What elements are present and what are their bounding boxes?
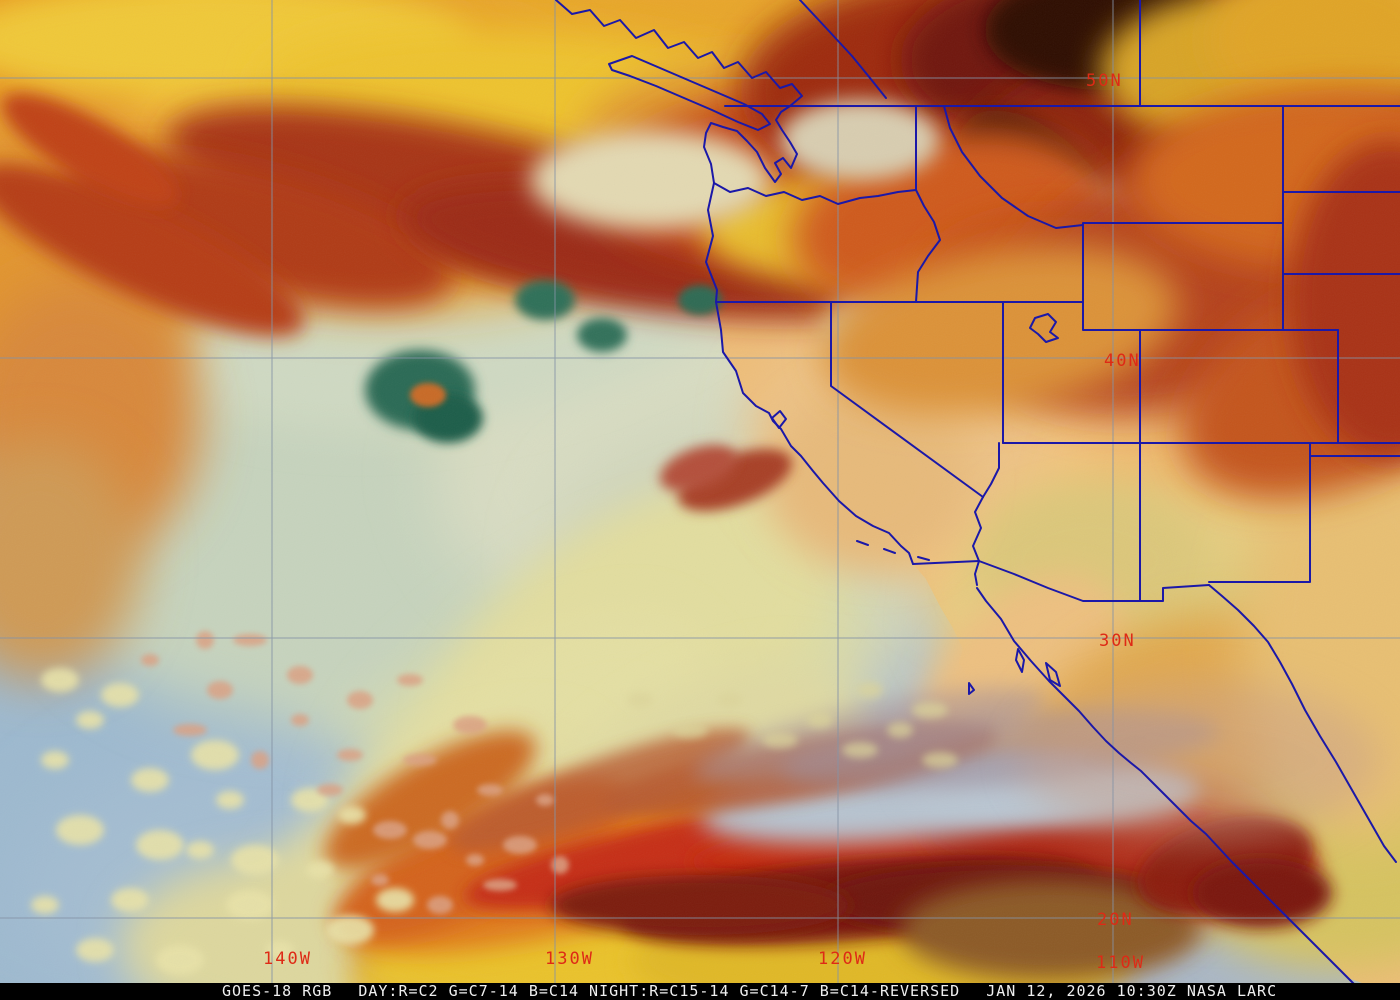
grid-label-40n: 40N	[1104, 351, 1141, 371]
ca-az-colorado-river	[972, 496, 984, 562]
wa-or-border-columbia-river	[713, 182, 917, 205]
or-id-border-snake-river	[915, 189, 941, 303]
grid-label-120w: 120W	[818, 949, 867, 969]
ca-nv-border	[830, 301, 984, 498]
grid-labels-layer: 50N 40N 30N 20N 140W 130W 120W 110W	[263, 71, 1145, 973]
grid-label-30n: 30N	[1099, 631, 1136, 651]
san-francisco-bay	[771, 410, 787, 429]
grid-label-20n: 20N	[1097, 910, 1134, 930]
channel-islands	[856, 540, 930, 561]
grid-label-110w: 110W	[1096, 953, 1145, 973]
gulf-islands	[968, 648, 1061, 695]
caption-bar: GOES-18 RGB DAY:R=C2 G=C7-14 B=C14 NIGHT:…	[0, 983, 1400, 1000]
nv-az-border	[982, 442, 1000, 498]
bc-alberta-border	[799, 0, 887, 99]
caption-timestamp: JAN 12, 2026 10:30Z NASA LARC	[986, 982, 1278, 1000]
grid-label-130w: 130W	[545, 949, 594, 969]
vancouver-island	[608, 55, 771, 131]
colorado-river-delta	[974, 560, 980, 586]
rio-grande	[1208, 584, 1397, 863]
mexico-mainland-coast	[976, 587, 1355, 985]
map-borders-layer	[555, 0, 1400, 985]
grid-label-50n: 50N	[1086, 71, 1123, 91]
grid-label-140w: 140W	[263, 949, 312, 969]
great-salt-lake	[1029, 313, 1059, 343]
id-mt-border	[943, 105, 1084, 229]
caption-product-title: GOES-18 RGB	[222, 982, 333, 1000]
pacific-coastline	[555, 0, 914, 565]
us-mexico-border-west	[912, 560, 1210, 602]
caption-channel-recipe: DAY:R=C2 G=C7-14 B=C14 NIGHT:R=C15-14 G=…	[358, 982, 961, 1000]
nm-tx-border	[1208, 442, 1311, 583]
